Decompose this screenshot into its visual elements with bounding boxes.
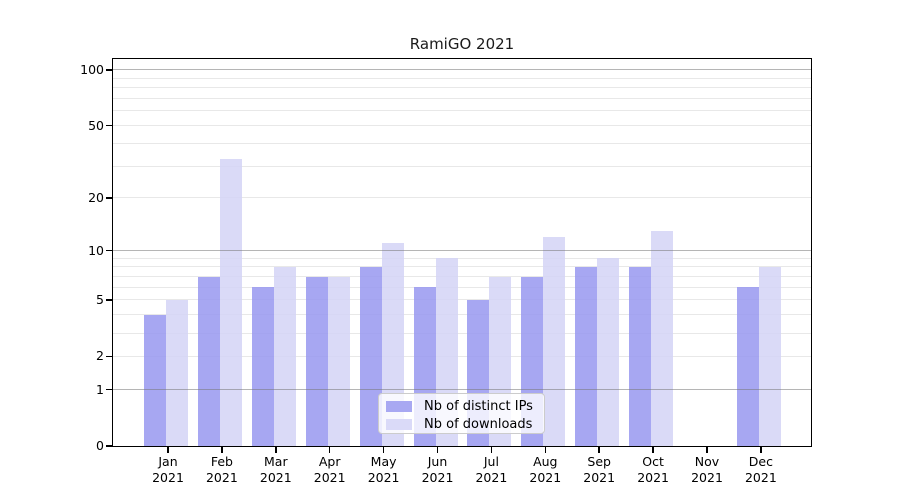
x-tick-mark [275,446,277,453]
y-tick-label: 1 [96,381,104,397]
x-tick-mark [490,446,493,453]
legend: Nb of distinct IPs Nb of downloads [378,393,545,434]
y-tick-label: 5 [96,291,104,307]
x-tick-label-year: 2021 [205,470,238,485]
y-tick-mark [106,124,113,127]
x-tick-label-year: 2021 [367,470,400,485]
gridline-minor [113,276,811,278]
bar-nb-of-distinct-ips-dec [736,287,759,446]
y-tick-label: 100 [80,61,104,77]
x-tick-label-feb: Feb 2021 [192,454,252,486]
y-tick-mark [106,249,113,252]
x-tick-label-jan: Jan 2021 [138,454,198,486]
y-tick-mark [106,69,113,71]
x-tick-mark [706,446,708,453]
y-tick-label: 20 [88,189,104,205]
y-tick-mark [106,299,113,301]
y-tick-mark [106,355,113,358]
gridline-minor [113,77,811,79]
gridline-minor [113,299,811,301]
legend-row-distinct-ips: Nb of distinct IPs [379,400,544,413]
y-tick-mark [106,388,113,391]
bar-nb-of-distinct-ips-mar [251,287,274,446]
x-tick-label-jul: Jul 2021 [461,454,521,486]
x-tick-mark [760,446,762,453]
y-tick-label: 0 [96,438,104,453]
x-tick-label-year: 2021 [313,470,346,485]
x-tick-label-year: 2021 [152,470,184,485]
bar-nb-of-downloads-apr [327,276,350,446]
bar-nb-of-distinct-ips-may [359,266,382,446]
gridline-major [113,389,811,390]
gridline-major [113,69,811,71]
y-tick-label: 10 [88,242,104,258]
x-tick-label-aug: Aug 2021 [515,454,575,486]
x-tick-mark [544,446,547,453]
bar-nb-of-distinct-ips-jan [144,314,166,446]
x-tick-label-year: 2021 [529,470,562,485]
legend-label-downloads: Nb of downloads [424,417,533,432]
x-tick-mark [652,446,654,453]
bar-nb-of-downloads-feb [219,158,242,446]
x-tick-label-nov: Nov 2021 [677,454,737,486]
bar-nb-of-downloads-mar [273,266,296,446]
plot-area [111,57,812,447]
y-tick-mark [106,197,113,199]
bar-nb-of-distinct-ips-oct [629,266,652,446]
x-tick-label-may: May 2021 [354,454,414,486]
x-tick-mark [382,446,385,453]
x-tick-mark [436,446,439,453]
y-tick-label: 2 [96,348,104,364]
gridline-minor [113,355,811,357]
x-tick-label-year: 2021 [637,470,669,485]
legend-swatch-downloads [386,419,412,430]
x-tick-mark [167,446,169,453]
x-tick-label-sep: Sep 2021 [569,454,629,486]
bar-nb-of-distinct-ips-feb [197,276,220,446]
gridline-minor [113,266,811,268]
x-tick-label-year: 2021 [475,470,508,485]
gridline-minor [113,125,811,127]
chart-title: RamiGO 2021 [409,35,515,53]
gridline-minor [113,98,811,100]
legend-swatch-distinct-ips [386,401,412,412]
gridline-minor [113,165,811,167]
y-tick-label: 50 [88,117,104,133]
x-tick-mark [221,446,223,453]
x-tick-mark [598,446,600,453]
bar-nb-of-distinct-ips-apr [305,276,328,446]
gridline-minor [113,87,811,89]
gridline-minor [113,110,811,112]
x-tick-label-year: 2021 [421,470,454,485]
x-tick-mark [328,446,331,453]
x-tick-label-jun: Jun 2021 [408,454,468,486]
gridline-minor [113,197,811,199]
bar-nb-of-downloads-jan [166,299,188,446]
gridline-minor [113,286,811,288]
legend-row-downloads: Nb of downloads [379,418,544,431]
gridline-minor [113,332,811,334]
bar-nb-of-downloads-aug [543,236,566,446]
bar-nb-of-downloads-sep [597,258,620,446]
gridline-minor [113,257,811,259]
gridline-minor [113,142,811,144]
x-tick-label-apr: Apr 2021 [300,454,360,486]
x-tick-label-oct: Oct 2021 [623,454,683,486]
bar-nb-of-downloads-oct [651,230,674,446]
gridline-minor [113,314,811,316]
x-tick-label-year: 2021 [691,470,723,485]
x-tick-label-mar: Mar 2021 [246,454,306,486]
y-tick-mark [106,445,113,447]
x-tick-label-year: 2021 [583,470,616,485]
x-tick-label-dec: Dec 2021 [731,454,791,486]
legend-label-distinct-ips: Nb of distinct IPs [424,399,533,414]
bar-nb-of-downloads-dec [758,266,781,446]
x-tick-label-year: 2021 [744,470,777,485]
x-tick-label-year: 2021 [259,470,292,485]
gridline-major [113,250,811,252]
bar-nb-of-distinct-ips-sep [575,266,598,446]
